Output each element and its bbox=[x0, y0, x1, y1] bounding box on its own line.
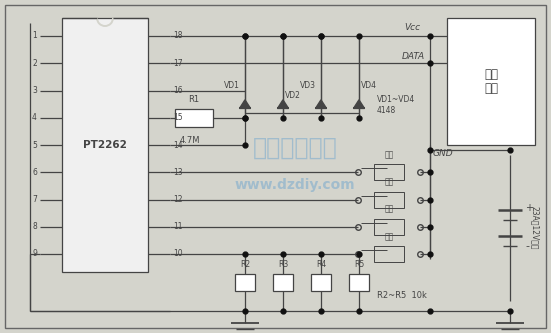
Polygon shape bbox=[240, 100, 251, 109]
Text: 13: 13 bbox=[173, 168, 182, 177]
Bar bbox=[235, 274, 255, 291]
Polygon shape bbox=[278, 100, 289, 109]
Text: 14: 14 bbox=[173, 141, 182, 150]
Text: 18: 18 bbox=[173, 32, 182, 41]
Text: www.dzdiy.com: www.dzdiy.com bbox=[235, 178, 355, 192]
Text: 5: 5 bbox=[32, 141, 37, 150]
Bar bbox=[374, 191, 404, 207]
Text: 23A垉12V电池: 23A垉12V电池 bbox=[530, 206, 539, 250]
Bar bbox=[175, 109, 213, 127]
Bar bbox=[374, 219, 404, 235]
Text: PT2262: PT2262 bbox=[83, 140, 127, 150]
Text: R2: R2 bbox=[240, 260, 250, 269]
Text: 4: 4 bbox=[32, 113, 37, 122]
Text: VD1: VD1 bbox=[224, 82, 240, 91]
Text: 1: 1 bbox=[33, 32, 37, 41]
Text: 3: 3 bbox=[32, 86, 37, 95]
Text: R4: R4 bbox=[316, 260, 326, 269]
Text: 解手: 解手 bbox=[385, 232, 393, 241]
Text: 2: 2 bbox=[33, 59, 37, 68]
Text: VD4: VD4 bbox=[361, 82, 377, 91]
Text: R3: R3 bbox=[278, 260, 288, 269]
Text: 吃饭: 吃饭 bbox=[385, 150, 393, 159]
Text: 吃药: 吃药 bbox=[385, 205, 393, 214]
Text: GND: GND bbox=[433, 149, 453, 158]
Text: 7: 7 bbox=[32, 195, 37, 204]
Text: 发射
模块: 发射 模块 bbox=[484, 68, 498, 96]
Text: +: + bbox=[525, 203, 533, 213]
Bar bbox=[62, 18, 148, 272]
Text: 17: 17 bbox=[173, 59, 182, 68]
Text: VD2: VD2 bbox=[285, 91, 301, 100]
Text: VD3: VD3 bbox=[300, 82, 316, 91]
Text: 8: 8 bbox=[33, 222, 37, 231]
Bar bbox=[374, 164, 404, 180]
Text: DATA: DATA bbox=[402, 52, 425, 61]
Text: R2~R5  10k: R2~R5 10k bbox=[377, 291, 427, 300]
Bar bbox=[349, 274, 369, 291]
Bar bbox=[273, 274, 293, 291]
Text: 4.7M: 4.7M bbox=[180, 136, 201, 145]
Text: VD1~VD4
4148: VD1~VD4 4148 bbox=[377, 96, 415, 115]
Text: R5: R5 bbox=[354, 260, 364, 269]
Polygon shape bbox=[316, 100, 327, 109]
Text: R1: R1 bbox=[188, 95, 199, 104]
Bar bbox=[374, 246, 404, 262]
Text: 10: 10 bbox=[173, 249, 182, 258]
Text: 15: 15 bbox=[173, 113, 182, 122]
Polygon shape bbox=[354, 100, 365, 109]
Bar bbox=[447, 18, 535, 145]
Text: Vcc: Vcc bbox=[404, 24, 420, 33]
Text: 16: 16 bbox=[173, 86, 182, 95]
Bar bbox=[311, 274, 331, 291]
Text: 11: 11 bbox=[173, 222, 182, 231]
Text: 9: 9 bbox=[32, 249, 37, 258]
Text: -: - bbox=[525, 241, 529, 251]
Text: 12: 12 bbox=[173, 195, 182, 204]
Text: 喝水: 喝水 bbox=[385, 177, 393, 186]
Text: 电子制作天地: 电子制作天地 bbox=[252, 136, 337, 160]
Text: 6: 6 bbox=[32, 168, 37, 177]
